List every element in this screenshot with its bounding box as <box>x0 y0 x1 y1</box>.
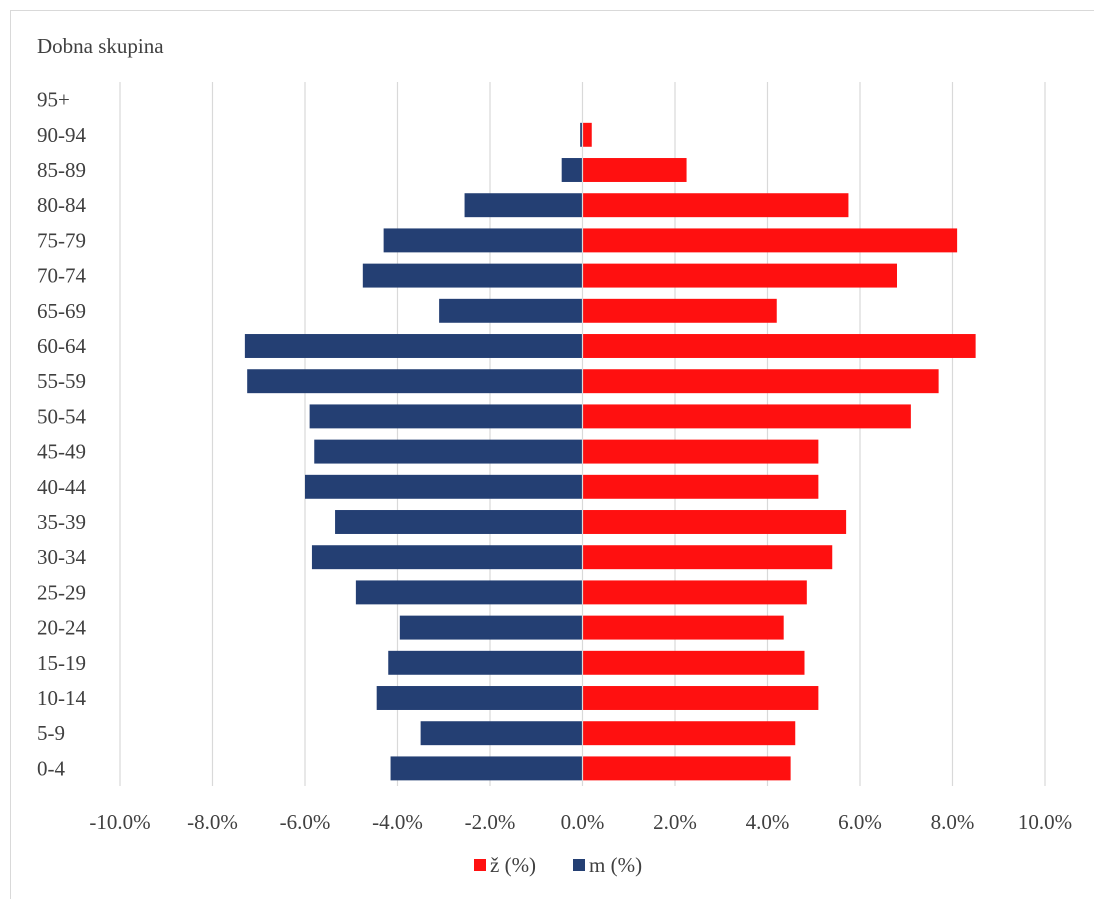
bar-female-30-34 <box>583 545 833 569</box>
bar-male-55-59 <box>247 369 582 393</box>
bar-female-40-44 <box>583 475 819 499</box>
bar-male-80-84 <box>465 193 583 217</box>
bar-male-15-19 <box>388 651 582 675</box>
x-tick-label: 8.0% <box>931 810 975 834</box>
category-label: 30-34 <box>37 545 86 569</box>
bar-female-5-9 <box>583 721 796 745</box>
bar-female-60-64 <box>583 334 976 358</box>
category-label: 45-49 <box>37 440 86 464</box>
legend-label: m (%) <box>589 853 642 877</box>
x-tick-label: 2.0% <box>653 810 697 834</box>
category-label: 85-89 <box>37 158 86 182</box>
bar-female-90-94 <box>583 123 592 147</box>
category-label: 75-79 <box>37 228 86 252</box>
x-tick-label: 4.0% <box>746 810 790 834</box>
bar-female-10-14 <box>583 686 819 710</box>
bar-female-25-29 <box>583 580 807 604</box>
category-label: 60-64 <box>37 334 86 358</box>
bar-male-20-24 <box>400 616 583 640</box>
bar-female-65-69 <box>583 299 777 323</box>
bar-male-75-79 <box>384 228 583 252</box>
bar-female-85-89 <box>583 158 687 182</box>
category-label: 95+ <box>37 88 70 112</box>
category-label: 65-69 <box>37 299 86 323</box>
bar-female-80-84 <box>583 193 849 217</box>
bar-female-45-49 <box>583 440 819 464</box>
bar-female-70-74 <box>583 264 898 288</box>
bar-male-45-49 <box>314 440 582 464</box>
bar-male-5-9 <box>421 721 583 745</box>
bar-female-75-79 <box>583 228 958 252</box>
category-label: 55-59 <box>37 369 86 393</box>
bar-male-35-39 <box>335 510 582 534</box>
bar-male-0-4 <box>391 756 583 780</box>
category-label: 90-94 <box>37 123 86 147</box>
category-label: 35-39 <box>37 510 86 534</box>
x-tick-label: -8.0% <box>187 810 238 834</box>
bar-female-20-24 <box>583 616 784 640</box>
bar-female-15-19 <box>583 651 805 675</box>
category-label: 0-4 <box>37 756 65 780</box>
x-tick-label: -10.0% <box>89 810 150 834</box>
category-label: 80-84 <box>37 193 86 217</box>
bar-male-10-14 <box>377 686 583 710</box>
bar-male-30-34 <box>312 545 583 569</box>
category-label: 50-54 <box>37 404 86 428</box>
category-label: 15-19 <box>37 651 86 675</box>
legend-swatch <box>474 859 486 871</box>
x-tick-label: -2.0% <box>465 810 516 834</box>
bar-male-60-64 <box>245 334 583 358</box>
category-label: 5-9 <box>37 721 65 745</box>
bar-female-35-39 <box>583 510 847 534</box>
bar-female-50-54 <box>583 404 911 428</box>
bar-female-0-4 <box>583 756 791 780</box>
x-tick-label: 0.0% <box>561 810 605 834</box>
bar-female-55-59 <box>583 369 939 393</box>
category-label: 40-44 <box>37 475 86 499</box>
category-label: 20-24 <box>37 616 86 640</box>
category-label: 25-29 <box>37 580 86 604</box>
category-label: 10-14 <box>37 686 86 710</box>
y-axis-title: Dobna skupina <box>37 34 164 58</box>
bar-male-50-54 <box>310 404 583 428</box>
bar-male-65-69 <box>439 299 582 323</box>
x-tick-label: -4.0% <box>372 810 423 834</box>
bar-male-40-44 <box>305 475 583 499</box>
x-tick-label: 6.0% <box>838 810 882 834</box>
bar-male-70-74 <box>363 264 583 288</box>
category-label: 70-74 <box>37 264 86 288</box>
x-tick-label: 10.0% <box>1018 810 1072 834</box>
legend-label: ž (%) <box>490 853 536 877</box>
legend-swatch <box>573 859 585 871</box>
bar-male-25-29 <box>356 580 583 604</box>
bar-male-85-89 <box>562 158 583 182</box>
x-tick-label: -6.0% <box>280 810 331 834</box>
